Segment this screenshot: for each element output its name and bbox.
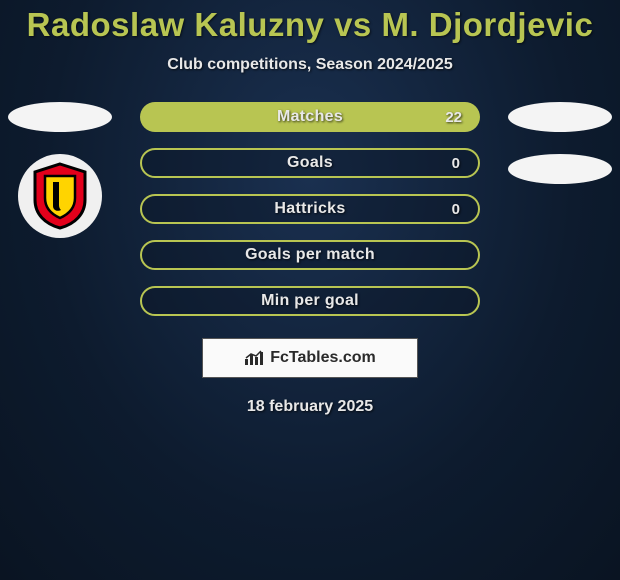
player-left-column (0, 102, 120, 238)
bar-goals: Goals 0 (140, 148, 480, 178)
bar-hattricks: Hattricks 0 (140, 194, 480, 224)
player-oval-right-1 (508, 102, 612, 132)
club-badge-left (18, 154, 102, 238)
stat-bars: Matches 22 Goals 0 Hattricks 0 Goals per… (140, 102, 480, 316)
bar-label: Goals per match (245, 246, 375, 264)
player-right-column (500, 102, 620, 184)
bar-value: 0 (452, 201, 460, 218)
bar-label: Goals (287, 154, 333, 172)
brand-text: FcTables.com (270, 349, 376, 367)
bar-matches: Matches 22 (140, 102, 480, 132)
bar-value: 0 (452, 155, 460, 172)
bar-value: 22 (445, 109, 462, 126)
player-oval-left (8, 102, 112, 132)
bar-chart-icon (244, 349, 266, 367)
bar-label: Min per goal (261, 292, 359, 310)
player-oval-right-2 (508, 154, 612, 184)
shield-icon (31, 162, 89, 230)
page-title: Radoslaw Kaluzny vs M. Djordjevic (0, 6, 620, 44)
bar-label: Hattricks (274, 200, 345, 218)
content-area: Matches 22 Goals 0 Hattricks 0 Goals per… (0, 102, 620, 416)
comparison-card: Radoslaw Kaluzny vs M. Djordjevic Club c… (0, 0, 620, 416)
bar-goals-per-match: Goals per match (140, 240, 480, 270)
subtitle: Club competitions, Season 2024/2025 (0, 56, 620, 74)
bar-min-per-goal: Min per goal (140, 286, 480, 316)
date-text: 18 february 2025 (0, 398, 620, 416)
bar-label: Matches (277, 108, 343, 126)
brand-box: FcTables.com (202, 338, 418, 378)
